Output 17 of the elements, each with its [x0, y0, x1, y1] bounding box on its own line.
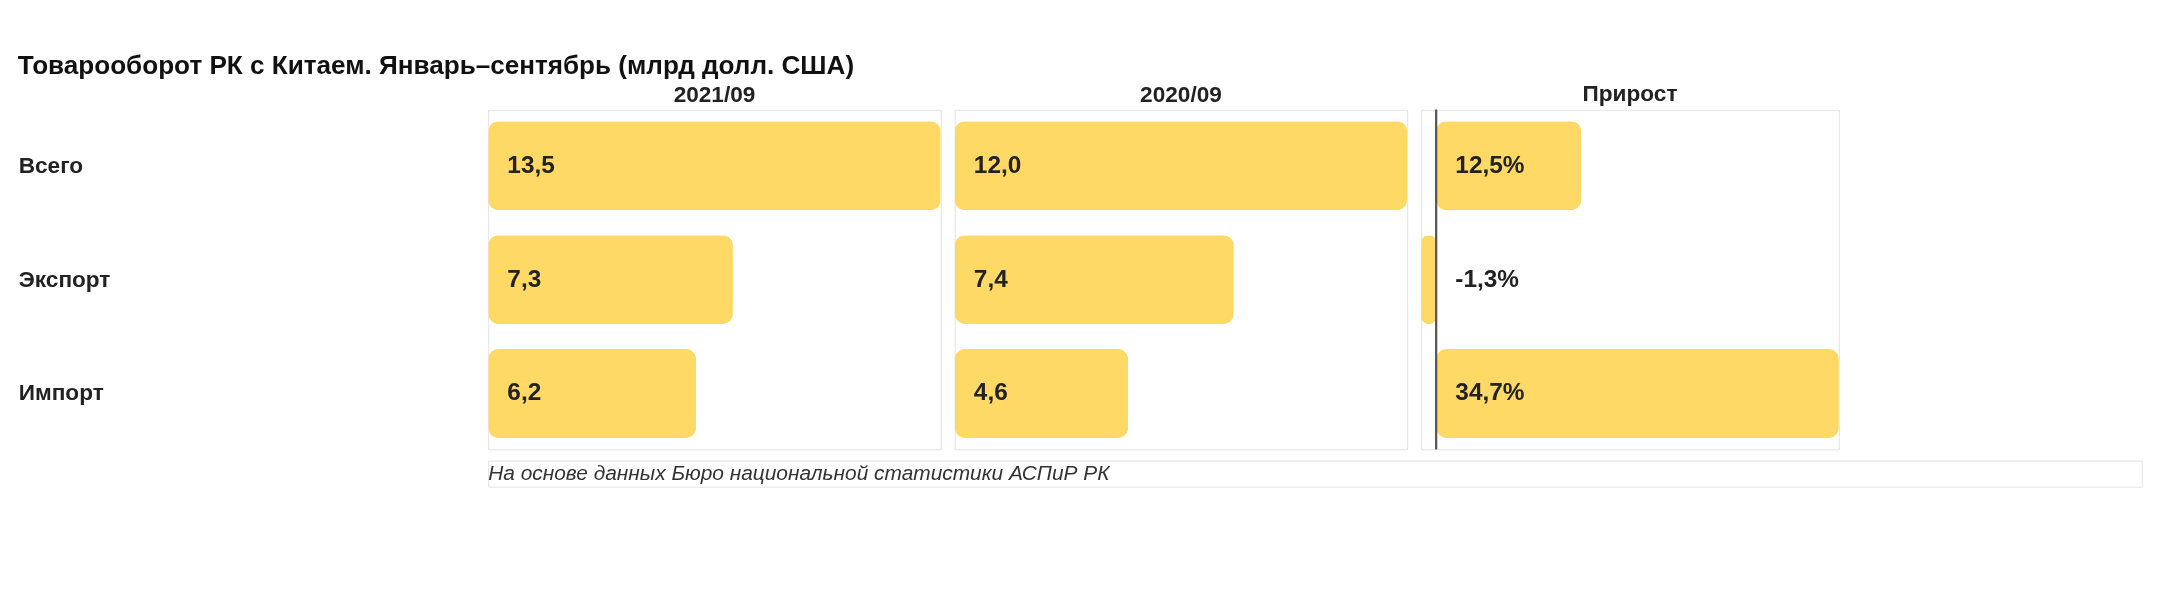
data-label: 12,5%	[1455, 150, 1525, 178]
data-label: 6,2	[507, 378, 542, 406]
y-tick-label: Импорт	[18, 380, 104, 406]
y-tick-label: Экспорт	[18, 266, 111, 292]
chart-subtitle: 2021/09	[673, 82, 756, 108]
y-tick-label: Всего	[18, 152, 84, 178]
chart-subtitle: Прирост	[1582, 81, 1678, 107]
chart-subtitle: 2020/09	[1140, 82, 1222, 108]
data-label: 13,5	[507, 150, 555, 178]
data-label: 7,3	[507, 264, 542, 292]
chart-title: Товарооборот РК с Китаем. Январь–сентябрь (млрд долл. США)	[17, 49, 855, 80]
data-label: 34,7%	[1455, 378, 1525, 406]
data-label: 7,4	[973, 264, 1009, 292]
data-label: 4,6	[973, 378, 1008, 406]
text: На основе данных Бюро национальной статистики АСПиР РК	[488, 460, 1112, 484]
data-label: -1,3%	[1455, 264, 1520, 292]
data-label: 12,0	[973, 150, 1022, 178]
